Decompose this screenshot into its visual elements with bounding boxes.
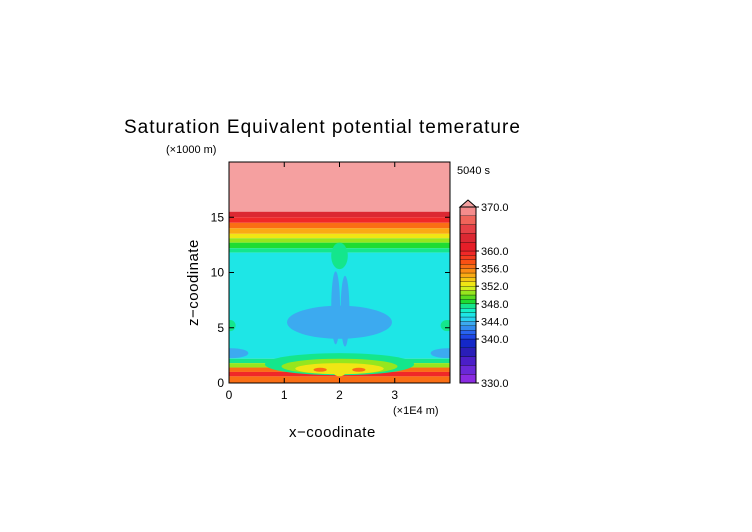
band-5 bbox=[229, 233, 450, 239]
time-label: 5040 s bbox=[457, 165, 491, 177]
colorbar-cell-17 bbox=[459, 281, 477, 287]
feature-warm-core-10 bbox=[333, 369, 346, 377]
colorbar-cell-6 bbox=[459, 330, 477, 335]
band-3 bbox=[229, 222, 450, 229]
colorbar-cell-3 bbox=[459, 347, 477, 357]
colorbar-cell-26 bbox=[459, 233, 477, 243]
y-axis-label: z−coodinate bbox=[185, 239, 202, 326]
feature-low-region-3 bbox=[229, 348, 249, 359]
feature-low-region-4 bbox=[430, 348, 450, 359]
y-tick-label-1: 5 bbox=[217, 321, 224, 335]
colorbar-cell-1 bbox=[459, 365, 477, 375]
colorbar-label-4: 348.0 bbox=[481, 299, 509, 311]
band-1 bbox=[229, 211, 450, 218]
colorbar-labels: 370.0 360.0 356.0 352.0 348.0 344.0 340.0 330.0 bbox=[476, 202, 509, 390]
y-axis-ticks: 0 5 10 15 bbox=[211, 210, 450, 390]
x-tick-label-0: 0 bbox=[226, 388, 233, 402]
colorbar-cell-19 bbox=[459, 272, 477, 278]
colorbar-label-6: 340.0 bbox=[481, 334, 509, 346]
colorbar-cell-24 bbox=[459, 250, 477, 256]
colorbar-cell-2 bbox=[459, 356, 477, 366]
colorbar-label-3: 352.0 bbox=[481, 281, 509, 293]
colorbar-cell-10 bbox=[459, 312, 477, 318]
colorbar-cell-28 bbox=[459, 215, 477, 225]
colorbar-cell-21 bbox=[459, 264, 477, 269]
colorbar-arrow bbox=[458, 199, 478, 208]
colorbar-cells bbox=[459, 206, 477, 384]
colorbar-cell-14 bbox=[459, 294, 477, 300]
colorbar-cell-4 bbox=[459, 338, 477, 348]
y-axis-unit: (×1000 m) bbox=[166, 144, 216, 156]
x-tick-label-1: 1 bbox=[281, 388, 288, 402]
y-tick-label-3: 15 bbox=[211, 210, 225, 224]
plot-area bbox=[229, 162, 450, 383]
colorbar-label-5: 344.0 bbox=[481, 316, 509, 328]
y-tick-label-0: 0 bbox=[217, 376, 224, 390]
feature-warm-core-9 bbox=[352, 367, 366, 372]
colorbar-label-7: 330.0 bbox=[481, 378, 509, 390]
band-4 bbox=[229, 228, 450, 234]
colorbar-cell-12 bbox=[459, 303, 477, 309]
colorbar-cell-20 bbox=[459, 268, 477, 274]
colorbar-label-1: 360.0 bbox=[481, 246, 509, 258]
x-tick-label-2: 2 bbox=[336, 388, 343, 402]
band-6 bbox=[229, 238, 450, 243]
x-axis-label: x−coodinate bbox=[289, 424, 376, 441]
colorbar-cell-0 bbox=[459, 374, 477, 384]
band-2 bbox=[229, 217, 450, 223]
colorbar-cell-29 bbox=[459, 206, 477, 216]
colorbar-label-0: 370.0 bbox=[481, 202, 509, 214]
colorbar-cell-13 bbox=[459, 299, 477, 304]
y-tick-label-2: 10 bbox=[211, 266, 225, 280]
colorbar-cell-16 bbox=[459, 286, 477, 291]
colorbar: 370.0 360.0 356.0 352.0 348.0 344.0 340.0 330.0 bbox=[458, 199, 509, 390]
band-0 bbox=[229, 162, 450, 212]
x-axis-ticks: 0 1 2 3 bbox=[226, 162, 398, 402]
colorbar-cell-25 bbox=[459, 242, 477, 252]
colorbar-cell-7 bbox=[459, 325, 477, 331]
colorbar-cell-9 bbox=[459, 316, 477, 322]
colorbar-cell-11 bbox=[459, 308, 477, 313]
colorbar-cell-18 bbox=[459, 277, 477, 282]
colorbar-cell-27 bbox=[459, 224, 477, 234]
feature-column-glow-13 bbox=[331, 242, 348, 270]
colorbar-cell-23 bbox=[459, 255, 477, 260]
chart-title: Saturation Equivalent potential temeratu… bbox=[124, 117, 521, 138]
feature-low-spike-2 bbox=[340, 275, 350, 347]
feature-side-patch-12 bbox=[229, 320, 236, 332]
colorbar-cell-8 bbox=[459, 321, 477, 326]
feature-low-spike-1 bbox=[331, 271, 341, 345]
colorbar-label-2: 356.0 bbox=[481, 264, 509, 276]
feature-side-patch-11 bbox=[440, 320, 450, 332]
colorbar-cell-22 bbox=[459, 259, 477, 265]
features-layer bbox=[229, 242, 450, 377]
x-axis-unit: (×1E4 m) bbox=[393, 405, 439, 417]
bands-layer bbox=[229, 162, 450, 383]
colorbar-frame bbox=[459, 206, 477, 384]
x-tick-label-3: 3 bbox=[391, 388, 398, 402]
colorbar-cell-5 bbox=[459, 334, 477, 340]
colorbar-cell-15 bbox=[459, 290, 477, 296]
feature-warm-core-8 bbox=[313, 367, 327, 372]
